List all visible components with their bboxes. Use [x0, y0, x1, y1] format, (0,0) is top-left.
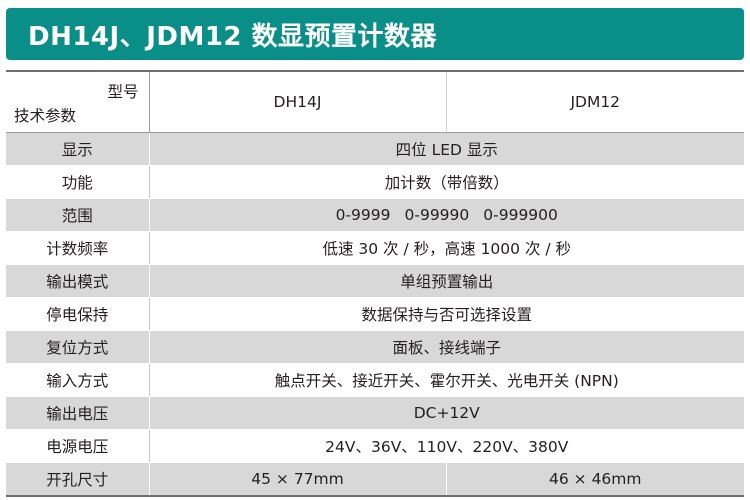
- row-value: 单组预置输出: [149, 264, 744, 298]
- table-row: 开孔尺寸 45 × 77mm 46 × 46mm: [6, 462, 744, 497]
- table-row: 范围 0-9999 0-99990 0-999900: [6, 198, 744, 232]
- table-row: 电源电压 24V、36V、110V、220V、380V: [6, 429, 744, 463]
- range-value: 0-99990: [404, 206, 470, 224]
- table-row: 功能 加计数（带倍数）: [6, 165, 744, 199]
- row-value-dh14j: 45 × 77mm: [149, 462, 447, 497]
- row-value: 加计数（带倍数）: [149, 165, 744, 199]
- spec-table: 型号 技术参数 DH14J JDM12 显示 四位 LED 显示 功能 加计数（…: [6, 70, 744, 497]
- row-value-jdm12: 46 × 46mm: [446, 462, 744, 497]
- row-label: 停电保持: [6, 297, 150, 331]
- range-value: 0-999900: [483, 206, 558, 224]
- table-row: 复位方式 面板、接线端子: [6, 330, 744, 364]
- row-label: 计数频率: [6, 231, 150, 265]
- row-label: 输出模式: [6, 264, 150, 298]
- table-row: 停电保持 数据保持与否可选择设置: [6, 297, 744, 331]
- row-label: 显示: [6, 132, 150, 166]
- table-row: 输出模式 单组预置输出: [6, 264, 744, 298]
- row-value: 四位 LED 显示: [149, 132, 744, 166]
- model-header-dh14j: DH14J: [149, 71, 447, 133]
- row-value: 0-9999 0-99990 0-999900: [149, 198, 744, 232]
- table-row: 显示 四位 LED 显示: [6, 132, 744, 166]
- table-row: 输出电压 DC+12V: [6, 396, 744, 430]
- header-corner-cell: 型号 技术参数: [6, 71, 150, 133]
- page-title: DH14J、JDM12 数显预置计数器: [6, 8, 744, 60]
- model-header-jdm12: JDM12: [446, 71, 744, 133]
- row-value: 数据保持与否可选择设置: [149, 297, 744, 331]
- row-label: 开孔尺寸: [6, 462, 150, 497]
- row-value: 触点开关、接近开关、霍尔开关、光电开关 (NPN): [149, 363, 744, 397]
- row-label: 输入方式: [6, 363, 150, 397]
- row-value: DC+12V: [149, 396, 744, 430]
- model-header-label: 型号: [107, 83, 139, 101]
- row-label: 电源电压: [6, 429, 150, 463]
- row-label: 复位方式: [6, 330, 150, 364]
- table-row: 输入方式 触点开关、接近开关、霍尔开关、光电开关 (NPN): [6, 363, 744, 397]
- row-value: 24V、36V、110V、220V、380V: [149, 429, 744, 463]
- table-header-row: 型号 技术参数 DH14J JDM12: [6, 71, 744, 133]
- row-label: 功能: [6, 165, 150, 199]
- row-value: 面板、接线端子: [149, 330, 744, 364]
- row-label: 输出电压: [6, 396, 150, 430]
- row-value: 低速 30 次 / 秒，高速 1000 次 / 秒: [149, 231, 744, 265]
- table-row: 计数频率 低速 30 次 / 秒，高速 1000 次 / 秒: [6, 231, 744, 265]
- range-value: 0-9999: [335, 206, 391, 224]
- param-header-label: 技术参数: [14, 107, 77, 125]
- row-label: 范围: [6, 198, 150, 232]
